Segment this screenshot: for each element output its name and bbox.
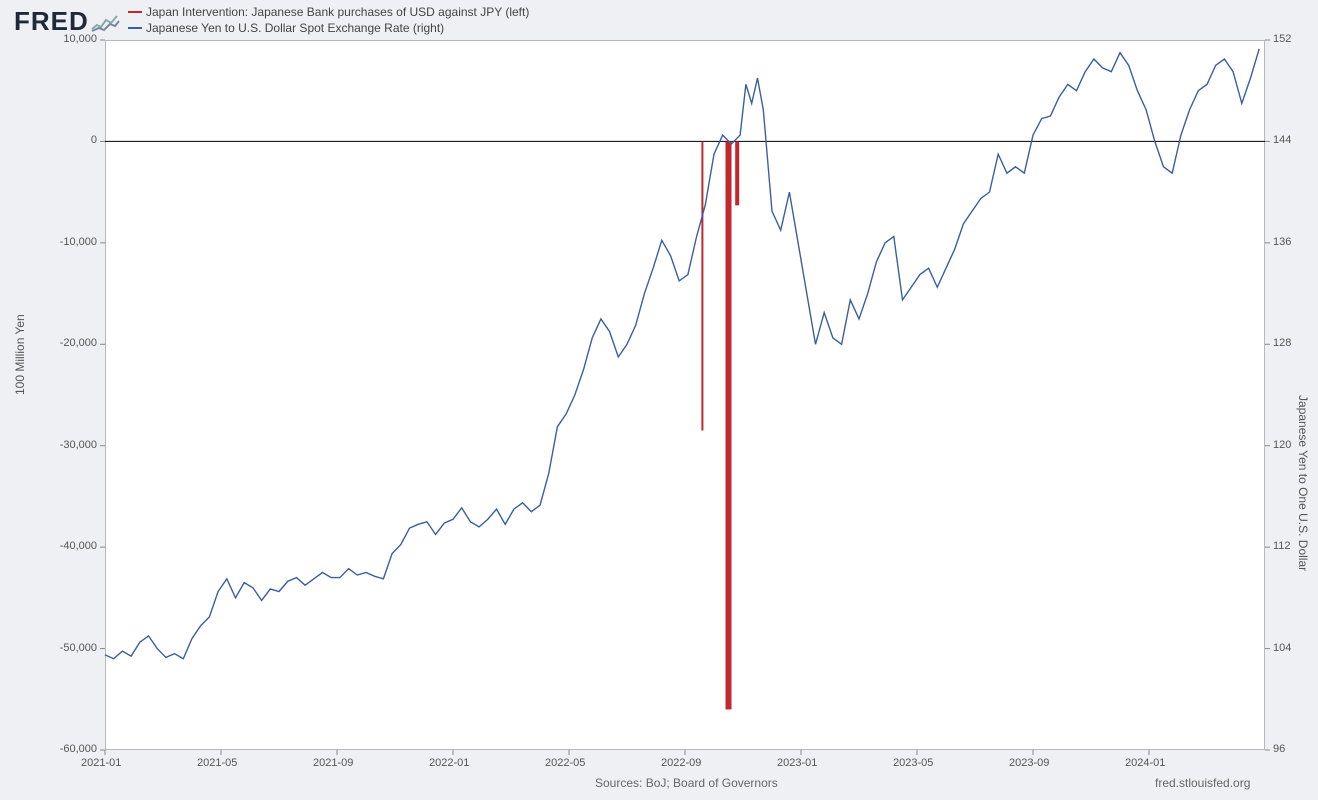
left-tick-label: 0 [91,134,97,146]
x-tick-label: 2023-01 [777,757,817,769]
right-tick-label: 112 [1273,540,1291,552]
x-tick-label: 2021-09 [313,757,353,769]
x-tick-label: 2022-05 [545,757,585,769]
x-tick-label: 2021-01 [81,757,121,769]
x-tick-label: 2024-01 [1125,757,1165,769]
x-tick-label: 2022-01 [429,757,469,769]
left-tick-label: 10,000 [63,33,97,45]
left-tick-label: -50,000 [60,642,97,654]
right-tick-label: 96 [1273,743,1285,755]
left-tick-label: -10,000 [60,236,97,248]
left-tick-label: -20,000 [60,337,97,349]
right-tick-label: 136 [1273,236,1291,248]
right-tick-label: 144 [1273,134,1291,146]
left-tick-label: -40,000 [60,540,97,552]
right-tick-label: 104 [1273,642,1291,654]
left-tick-label: -30,000 [60,439,97,451]
x-tick-label: 2023-09 [1009,757,1049,769]
left-tick-label: -60,000 [60,743,97,755]
x-tick-label: 2022-09 [661,757,701,769]
chart-svg [0,0,1318,800]
x-tick-label: 2023-05 [893,757,933,769]
x-tick-label: 2021-05 [197,757,237,769]
right-tick-label: 120 [1273,439,1291,451]
right-tick-label: 152 [1273,33,1291,45]
right-tick-label: 128 [1273,337,1291,349]
